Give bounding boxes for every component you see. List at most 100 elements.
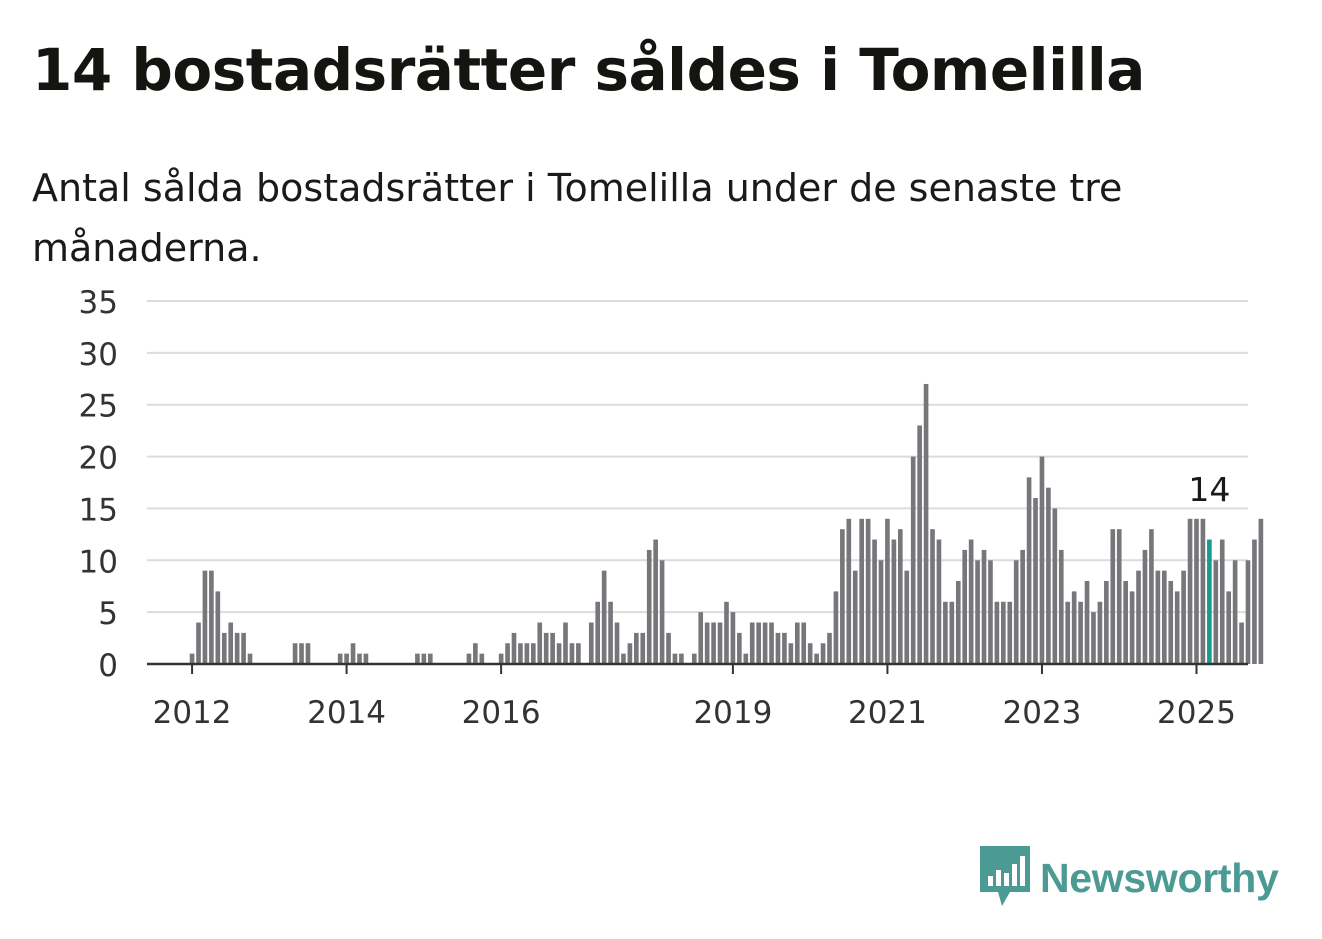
bar <box>794 622 800 664</box>
bar <box>1058 549 1064 664</box>
bar <box>885 518 890 664</box>
bar <box>601 570 607 664</box>
bar <box>666 632 671 664</box>
bar <box>511 632 517 664</box>
highlight-bar <box>1207 539 1212 664</box>
bar <box>711 622 716 664</box>
bar <box>1065 601 1071 664</box>
bar <box>1110 529 1116 664</box>
bar <box>1052 508 1058 664</box>
bar <box>427 653 433 664</box>
bar <box>782 632 787 664</box>
bar <box>737 632 742 664</box>
bar <box>221 632 227 664</box>
bar <box>1219 539 1225 664</box>
bar <box>550 632 555 664</box>
bar <box>679 653 684 664</box>
bar <box>1213 560 1219 664</box>
bar <box>807 643 813 664</box>
bar <box>955 581 961 664</box>
bar <box>981 549 987 664</box>
bar <box>1174 591 1180 664</box>
bar <box>865 518 871 664</box>
bar <box>614 622 620 664</box>
bar <box>608 601 613 664</box>
bar <box>189 653 195 664</box>
bar <box>1078 601 1083 664</box>
bar <box>299 643 304 664</box>
bar <box>1026 477 1032 664</box>
bar <box>904 570 910 664</box>
bar <box>1046 487 1051 664</box>
bar <box>943 601 948 664</box>
bar <box>563 622 568 664</box>
bar <box>569 643 575 664</box>
bar <box>730 612 736 664</box>
bar <box>1001 601 1006 664</box>
bar <box>588 622 594 664</box>
bar <box>1187 518 1193 664</box>
bar <box>1142 549 1148 664</box>
bar <box>1136 570 1141 664</box>
bar <box>1039 456 1045 664</box>
bar <box>202 570 208 664</box>
bar <box>1168 581 1174 664</box>
bar <box>1013 560 1019 664</box>
bar <box>505 643 510 664</box>
bar <box>852 570 858 664</box>
y-tick-label: 20 <box>79 441 118 477</box>
bar <box>537 622 543 664</box>
bar <box>627 643 633 664</box>
bar <box>1226 591 1232 664</box>
bar <box>749 622 755 664</box>
bar <box>215 591 221 664</box>
bar <box>1097 601 1103 664</box>
bar <box>518 643 523 664</box>
bar <box>769 622 774 664</box>
bar <box>717 622 723 664</box>
bar <box>775 632 781 664</box>
bar <box>196 622 201 664</box>
bar <box>762 622 768 664</box>
bar <box>479 653 485 664</box>
bar <box>646 549 652 664</box>
bar <box>350 643 356 664</box>
y-tick-label: 15 <box>79 492 118 528</box>
bar <box>930 529 935 664</box>
newsworthy-logo-icon <box>980 846 1030 906</box>
y-tick-label: 10 <box>79 544 118 580</box>
highlight-value-label: 14 <box>1188 470 1230 509</box>
bar <box>292 643 298 664</box>
bar <box>228 622 234 664</box>
bar <box>801 622 807 664</box>
bar <box>820 643 826 664</box>
x-tick-label: 2025 <box>1157 695 1236 731</box>
bar <box>498 653 504 664</box>
bar <box>698 612 704 664</box>
bar <box>1123 581 1128 664</box>
bar <box>878 560 884 664</box>
bar <box>949 601 955 664</box>
bar <box>1155 570 1161 664</box>
bar <box>833 591 839 664</box>
bar <box>543 632 549 664</box>
y-tick-label: 35 <box>79 285 118 321</box>
bar <box>524 643 530 664</box>
bar <box>337 653 343 664</box>
bar <box>247 653 253 664</box>
bar <box>988 560 993 664</box>
bar <box>1149 529 1154 664</box>
bar <box>1104 581 1109 664</box>
bar <box>241 632 246 664</box>
bar <box>1181 570 1186 664</box>
bar <box>305 643 311 664</box>
bar <box>968 539 974 664</box>
bar <box>1252 539 1257 664</box>
bar <box>897 529 903 664</box>
bar <box>640 632 646 664</box>
bar <box>473 643 478 664</box>
bar <box>788 643 794 664</box>
bar <box>415 653 420 664</box>
chart-subtitle: Antal sålda bostadsrätter i Tomelilla un… <box>32 166 1123 270</box>
